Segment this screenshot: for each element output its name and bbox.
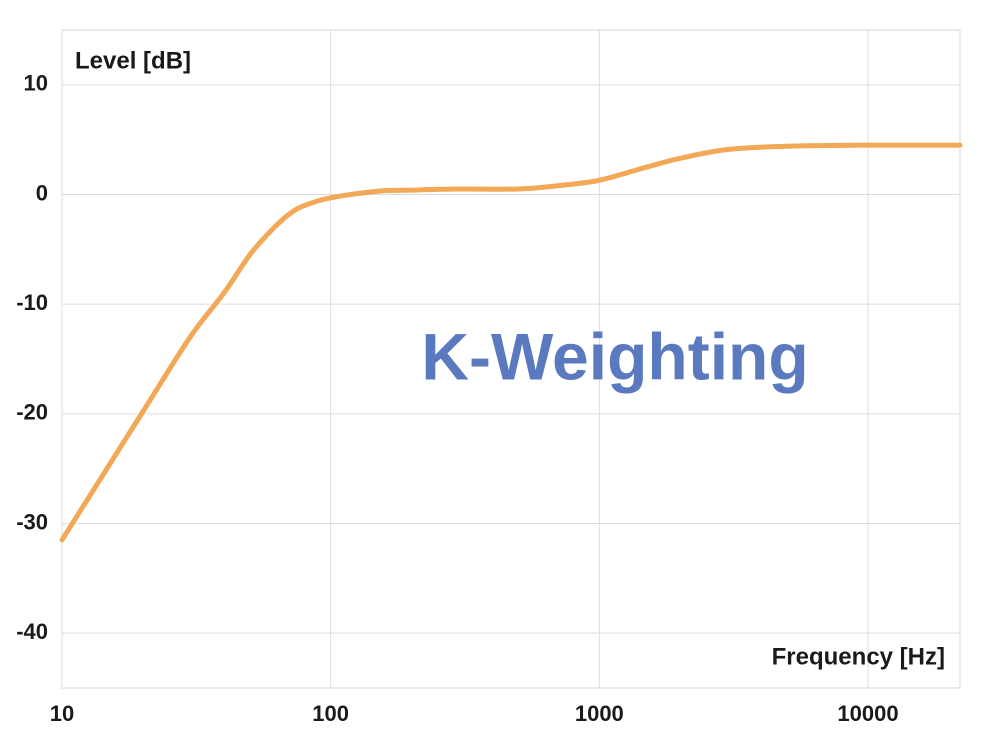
x-tick-label: 10 (50, 701, 74, 726)
y-tick-label: 10 (24, 71, 48, 96)
y-tick-label: -30 (16, 509, 48, 534)
x-tick-label: 1000 (575, 701, 624, 726)
x-axis-label: Frequency [Hz] (772, 643, 945, 670)
y-tick-label: -10 (16, 290, 48, 315)
x-tick-label: 100 (312, 701, 349, 726)
annotation: K-Weighting (421, 319, 808, 393)
y-tick-label: -20 (16, 400, 48, 425)
y-tick-label: -40 (16, 619, 48, 644)
x-tick-label: 10000 (837, 701, 898, 726)
y-tick-label: 0 (36, 180, 48, 205)
line-series (59, 142, 963, 543)
y-axis-label: Level [dB] (75, 47, 191, 74)
